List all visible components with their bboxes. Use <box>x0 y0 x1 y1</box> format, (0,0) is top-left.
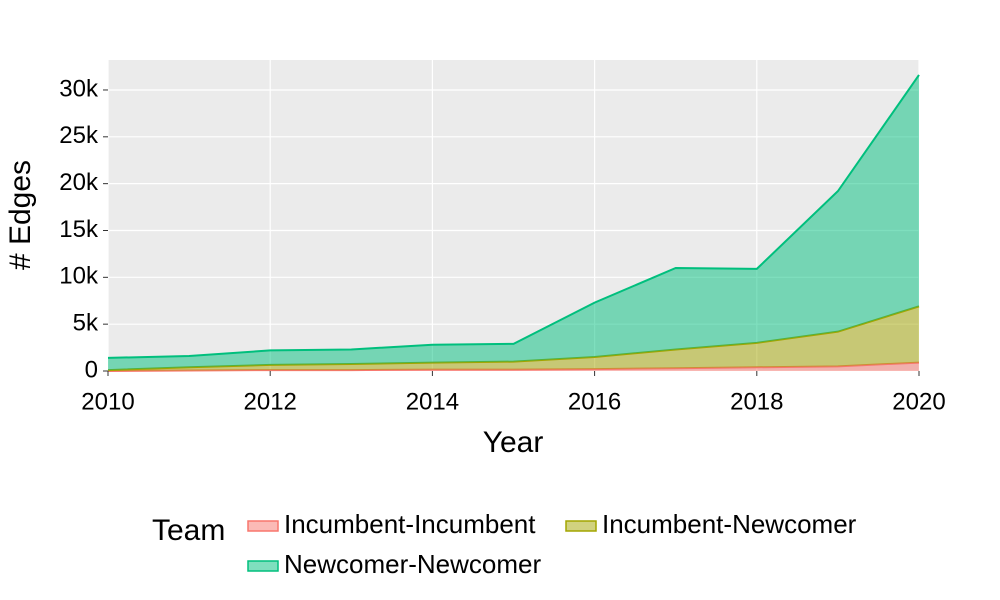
y-tick-label: 20k <box>59 169 99 196</box>
area-fill <box>108 362 919 371</box>
area-fill <box>108 74 919 371</box>
x-tick-label: 2020 <box>892 388 945 415</box>
x-tick-label: 2012 <box>244 388 297 415</box>
x-tick-label: 2016 <box>568 388 621 415</box>
legend-key <box>247 560 279 572</box>
legend-key <box>247 520 279 532</box>
y-tick-label: 5k <box>73 310 99 337</box>
area-line <box>107 74 920 359</box>
area-fill <box>108 306 919 371</box>
x-tick-label: 2018 <box>730 388 783 415</box>
legend-label: Incumbent-Incumbent <box>284 509 536 539</box>
legend-label: Incumbent-Newcomer <box>602 509 857 539</box>
legend-label: Newcomer-Newcomer <box>284 549 541 579</box>
y-tick-label: 15k <box>59 216 99 243</box>
legend-title: Team <box>152 514 225 547</box>
x-tick-label: 2014 <box>406 388 459 415</box>
x-tick-label: 2010 <box>81 388 134 415</box>
y-axis-title: # Edges <box>4 160 37 270</box>
y-tick-label: 30k <box>59 75 99 102</box>
y-tick-label: 0 <box>85 356 98 383</box>
y-tick-label: 10k <box>59 263 99 290</box>
y-tick-label: 25k <box>59 122 99 149</box>
x-axis-title: Year <box>483 426 544 459</box>
legend-key <box>565 520 597 532</box>
